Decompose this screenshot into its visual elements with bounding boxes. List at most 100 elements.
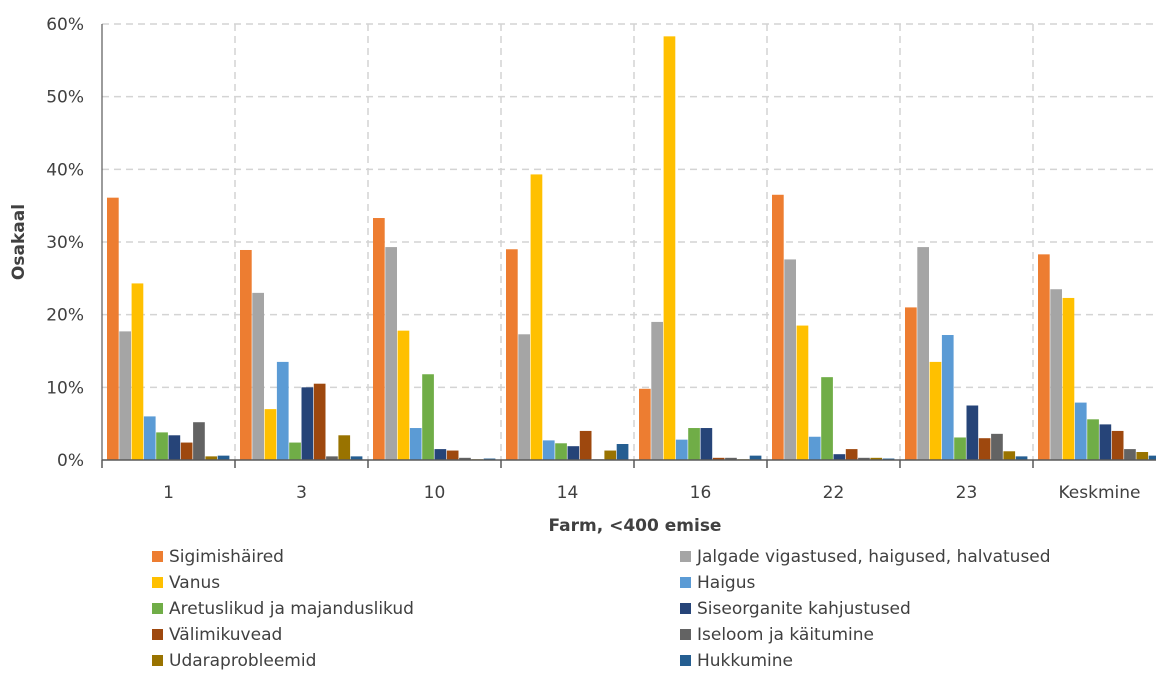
bar <box>929 361 942 460</box>
bar <box>217 455 230 460</box>
x-tick-label: 14 <box>557 483 579 503</box>
x-tick-label: 16 <box>690 483 712 503</box>
legend-entry: Iseloom ja käitumine <box>697 625 874 645</box>
bar <box>107 197 119 461</box>
x-axis-title: Farm, <400 emise <box>549 516 722 536</box>
bar <box>373 218 385 460</box>
legend-swatch <box>680 655 691 666</box>
bar <box>784 259 796 460</box>
bar <box>675 439 688 460</box>
bar <box>555 443 567 460</box>
legend-swatch <box>152 603 163 614</box>
y-tick-label: 30% <box>46 233 84 253</box>
bar <box>567 446 580 460</box>
legend-swatch <box>680 629 691 640</box>
bar <box>917 247 929 460</box>
bar <box>1124 449 1136 460</box>
bar <box>289 442 301 460</box>
bar <box>796 325 809 460</box>
legend-entry: Udaraprobleemid <box>169 651 316 671</box>
bar <box>604 450 617 460</box>
bar <box>663 36 676 460</box>
x-tick-label: 23 <box>956 483 978 503</box>
x-tick-label: 3 <box>296 483 307 503</box>
bar <box>1062 297 1075 460</box>
bar <box>1015 456 1028 460</box>
bar <box>1074 402 1087 460</box>
bar <box>446 450 459 460</box>
bar <box>506 249 518 460</box>
bar <box>991 433 1003 460</box>
bar <box>966 405 979 460</box>
bar <box>518 334 530 460</box>
legend-entry: Sigimishäired <box>169 547 284 567</box>
bar <box>651 321 663 460</box>
bar <box>639 388 651 460</box>
bar <box>954 437 966 460</box>
bar <box>978 438 991 460</box>
legend-entry: Siseorganite kahjustused <box>697 599 911 619</box>
legend-entry: Välimikuvead <box>169 625 282 645</box>
bar <box>833 454 846 460</box>
bar <box>530 174 543 461</box>
bar <box>905 307 917 460</box>
bar <box>459 457 471 460</box>
bar <box>1050 289 1062 460</box>
y-tick-label: 50% <box>46 88 84 108</box>
y-tick-label: 40% <box>46 160 84 180</box>
legend-swatch <box>152 655 163 666</box>
bar <box>1038 254 1050 460</box>
bar <box>821 377 833 460</box>
bar <box>1111 430 1124 460</box>
legend-swatch <box>680 577 691 588</box>
bar <box>1148 455 1156 460</box>
bar <box>409 428 422 460</box>
bar <box>749 455 762 460</box>
gridlines <box>101 23 1156 460</box>
bar <box>143 416 156 460</box>
legend-entry: Aretuslikud ja majanduslikud <box>169 599 414 619</box>
x-tick-label: 1 <box>163 483 174 503</box>
legend-entry: Jalgade vigastused, haigused, halvatused <box>696 547 1051 567</box>
legend-swatch <box>152 577 163 588</box>
x-tick-label: Keskmine <box>1059 483 1141 503</box>
bar <box>772 194 784 460</box>
legend-swatch <box>680 603 691 614</box>
legend-entry: Hukkumine <box>697 651 793 671</box>
bar <box>1087 419 1099 460</box>
bar <box>616 444 629 460</box>
x-axis: 1 3 10 14 16 22 23 Keskmine <box>101 459 1156 503</box>
bar <box>264 409 277 460</box>
bar <box>422 374 434 460</box>
bar <box>700 428 713 460</box>
x-tick-label: 22 <box>823 483 845 503</box>
bar <box>1136 452 1149 460</box>
bar <box>205 456 218 460</box>
bar <box>276 361 289 460</box>
bar <box>301 387 314 460</box>
legend-swatch <box>680 551 691 562</box>
bar <box>156 432 168 460</box>
y-tick-label: 60% <box>46 15 84 35</box>
legend-entry: Haigus <box>697 573 755 593</box>
bar <box>119 331 131 460</box>
bar <box>397 330 410 460</box>
bar <box>252 292 264 460</box>
bar <box>131 283 144 460</box>
bar <box>579 430 592 460</box>
y-tick-label: 20% <box>46 306 84 326</box>
y-tick-label: 0% <box>57 451 84 471</box>
bars <box>107 36 1156 461</box>
legend-entry: Vanus <box>169 573 220 593</box>
bar <box>193 422 205 460</box>
bar <box>1099 424 1112 460</box>
legend: Sigimishäired Jalgade vigastused, haiguse… <box>152 547 1051 671</box>
bar <box>808 436 821 460</box>
bar <box>542 440 555 460</box>
bar <box>941 335 954 460</box>
bar <box>870 457 883 460</box>
bar <box>858 457 870 460</box>
y-tick-label: 10% <box>46 378 84 398</box>
bar <box>338 435 351 460</box>
